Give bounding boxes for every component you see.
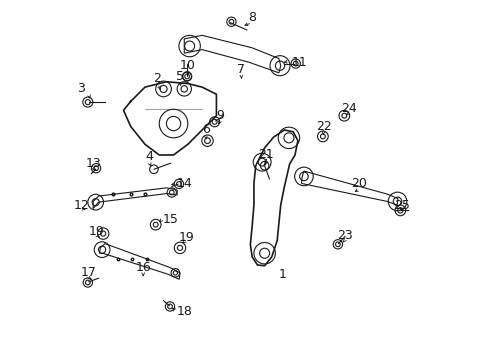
Text: 22: 22	[316, 120, 331, 133]
Text: 13: 13	[85, 157, 101, 170]
Text: 11: 11	[292, 55, 307, 69]
Text: 5: 5	[176, 70, 184, 83]
Text: 25: 25	[394, 198, 410, 212]
Text: 6: 6	[202, 123, 210, 136]
Text: 16: 16	[135, 261, 151, 274]
Text: 17: 17	[80, 266, 97, 279]
Text: 3: 3	[77, 82, 85, 95]
Text: 10: 10	[180, 59, 196, 72]
Text: 4: 4	[146, 150, 153, 163]
Text: 20: 20	[351, 177, 367, 190]
Text: 18: 18	[177, 305, 193, 318]
Text: 21: 21	[259, 148, 274, 162]
Text: 23: 23	[337, 229, 353, 242]
Text: 24: 24	[341, 102, 356, 115]
Text: 7: 7	[238, 63, 245, 76]
Text: 15: 15	[163, 213, 179, 226]
Text: 12: 12	[74, 198, 89, 212]
Text: 19: 19	[89, 225, 105, 238]
Text: 8: 8	[248, 11, 256, 24]
Text: 1: 1	[279, 268, 287, 281]
Text: 2: 2	[153, 72, 161, 85]
Text: 19: 19	[178, 231, 194, 244]
Text: 9: 9	[216, 109, 224, 122]
Text: 14: 14	[177, 177, 193, 190]
